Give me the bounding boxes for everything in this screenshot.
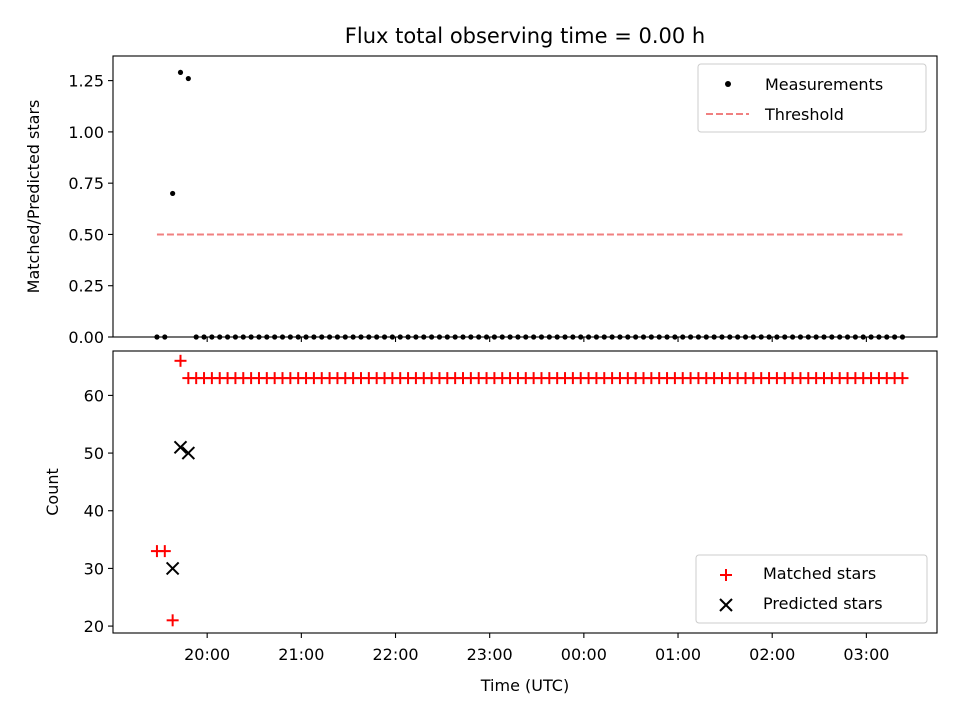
legend-matched-marker — [720, 569, 732, 581]
matched-star-point — [158, 545, 171, 558]
top-y-tick-label: 0.25 — [68, 277, 104, 296]
bottom-legend-box — [695, 554, 928, 624]
bottom-y-tick-label: 50 — [84, 444, 104, 463]
top-y-tick-label: 0.50 — [68, 225, 104, 244]
bottom-y-tick-label: 40 — [84, 502, 104, 521]
legend-measurements-label: Measurements — [765, 75, 883, 94]
top-y-tick-label: 0.00 — [68, 328, 104, 347]
bottom-y-tick-label: 30 — [84, 559, 104, 578]
bottom-plot: 20 30 40 50 60 20:00 21:00 22:00 23:00 00:00 01:0… — [43, 350, 938, 695]
legend-measurements-marker — [725, 81, 731, 87]
bottom-plot-frame — [112, 350, 938, 634]
predicted-star-point — [181, 446, 196, 460]
predicted-stars-layer — [165, 440, 196, 576]
x-tick-label: 23:00 — [467, 645, 513, 664]
x-tick-label: 22:00 — [372, 645, 418, 664]
legend-threshold-label: Threshold — [764, 105, 844, 124]
top-y-axis-label: Matched/Predicted stars — [24, 100, 43, 294]
bottom-y-ticks: 20 30 40 50 60 — [84, 386, 113, 636]
bottom-legend: Matched stars Predicted stars — [695, 554, 928, 624]
chart-title: Flux total observing time = 0.00 h — [345, 24, 705, 48]
matched-star-point — [896, 372, 909, 385]
top-y-tick-label: 0.75 — [68, 174, 104, 193]
x-tick-label: 20:00 — [184, 645, 230, 664]
matched-star-point — [174, 354, 187, 367]
predicted-star-point — [173, 440, 188, 455]
x-tick-label: 02:00 — [749, 645, 795, 664]
matched-stars-layer — [150, 354, 909, 627]
matched-star-point — [166, 614, 179, 627]
x-tick-label: 03:00 — [843, 645, 889, 664]
bottom-y-tick-label: 20 — [84, 617, 104, 636]
x-tick-label: 21:00 — [278, 645, 324, 664]
bottom-x-ticks: 20:00 21:00 22:00 23:00 00:00 01:00 02:00 03:00 — [184, 633, 889, 664]
measurements-layer — [154, 69, 906, 340]
predicted-star-point — [165, 561, 180, 576]
top-x-ticks — [206, 337, 867, 342]
top-y-ticks: 0.00 0.25 0.50 0.75 1.00 1.25 — [68, 72, 113, 347]
top-plot-frame — [112, 55, 938, 338]
x-tick-label: 01:00 — [655, 645, 701, 664]
bottom-y-axis-label: Count — [43, 468, 62, 516]
x-axis-label: Time (UTC) — [480, 676, 569, 695]
top-y-tick-label: 1.00 — [68, 123, 104, 142]
measurement-point — [177, 69, 184, 76]
measurement-point — [185, 75, 191, 82]
legend-predicted-marker — [719, 598, 733, 612]
top-y-tick-label: 1.25 — [68, 72, 104, 91]
x-tick-label: 00:00 — [561, 645, 607, 664]
measurement-point — [170, 190, 176, 197]
top-legend: Measurements Threshold — [697, 63, 927, 133]
top-plot: 0.00 0.25 0.50 0.75 1.00 1.25 Matched/Predict… — [24, 55, 938, 347]
legend-predicted-label: Predicted stars — [763, 594, 883, 613]
bottom-y-tick-label: 60 — [84, 386, 104, 405]
top-legend-box — [697, 63, 927, 133]
legend-matched-label: Matched stars — [763, 564, 876, 583]
